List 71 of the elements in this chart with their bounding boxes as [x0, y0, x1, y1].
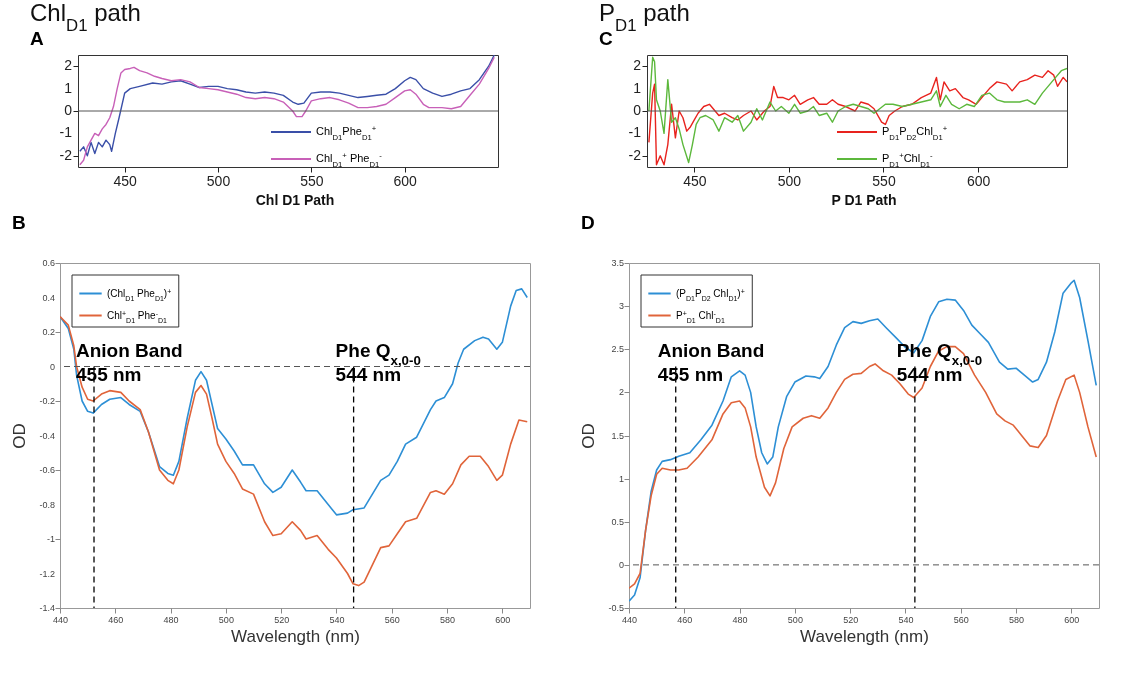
y-tick-label: -0.8: [39, 499, 55, 510]
chart-title: Chl D1 Path: [255, 192, 335, 208]
y-tick-label: 2: [64, 57, 73, 74]
y-tick-label: 0: [618, 559, 624, 570]
x-tick-label: 480: [732, 614, 748, 625]
x-tick-label: 450: [683, 172, 707, 189]
x-axis-title: Wavelength (nm): [800, 626, 929, 646]
y-tick-label: 0.2: [42, 327, 55, 337]
x-tick-label: 580: [440, 614, 456, 625]
y-tick-label: 0.6: [42, 258, 55, 268]
y-tick-label: 2: [618, 387, 624, 398]
y-tick-label: 3.5: [611, 258, 624, 268]
ref-line-label: Anion Band 455 nm: [657, 339, 765, 385]
x-tick-label: 460: [677, 614, 693, 625]
line-series: [629, 345, 1098, 589]
y-tick-label: -0.6: [39, 465, 55, 475]
chart-title: P D1 Path: [831, 192, 897, 208]
y-tick-label: -1: [46, 534, 55, 544]
x-tick-label: 540: [898, 614, 914, 625]
y-tick-label: 1: [633, 79, 642, 96]
x-tick-label: 600: [966, 172, 991, 189]
x-tick-label: 600: [495, 614, 511, 625]
y-tick-label: -1: [59, 124, 73, 141]
x-tick-label: 580: [1009, 614, 1025, 625]
x-axis-title: Wavelength (nm): [231, 626, 360, 646]
y-tick-label: 1: [618, 473, 624, 484]
y-axis-title: OD: [579, 423, 598, 449]
y-tick-label: 2.5: [611, 344, 624, 355]
x-tick-label: 500: [206, 172, 231, 189]
y-tick-label: 0: [64, 102, 73, 118]
y-tick-label: -0.5: [608, 603, 624, 613]
x-tick-label: 440: [621, 614, 638, 625]
y-tick-label: 1: [64, 79, 73, 96]
x-tick-label: 550: [872, 172, 896, 189]
ref-line-label: Phe Q$_{x,0-0}$ 544 nm: [335, 339, 421, 385]
y-tick-label: 3: [618, 301, 624, 312]
x-tick-label: 500: [787, 614, 803, 625]
legend-label: (Chl$_{D1}$ Phe$_{D1}$)$^{+}$: [107, 287, 172, 301]
x-tick-label: 450: [113, 172, 138, 189]
x-tick-label: 560: [953, 614, 969, 625]
text: B: [12, 212, 26, 233]
x-tick-label: 500: [218, 614, 234, 625]
line-series: [629, 279, 1098, 602]
x-tick-label: 550: [300, 172, 324, 189]
y-tick-label: -1.2: [39, 568, 55, 579]
y-tick-label: -1.4: [39, 603, 55, 613]
y-tick-label: -1: [628, 124, 642, 141]
y-tick-label: 2: [633, 57, 642, 74]
y-tick-label: -2: [59, 146, 73, 163]
x-tick-label: 600: [393, 172, 418, 189]
y-tick-label: 0: [49, 361, 55, 372]
y-tick-label: -0.2: [39, 396, 55, 406]
x-tick-label: 560: [384, 614, 400, 625]
x-tick-label: 520: [843, 614, 859, 625]
y-axis-title: OD: [10, 423, 29, 449]
x-tick-label: 460: [108, 614, 124, 625]
y-tick-label: -0.4: [39, 430, 55, 441]
x-tick-label: 480: [163, 614, 179, 625]
x-tick-label: 600: [1064, 614, 1080, 625]
x-tick-label: 540: [329, 614, 345, 625]
legend-label: (P$_{D1}$P$_{D2}$ Chl$_{D1}$)$^{+}$: [676, 287, 745, 301]
line-series: [60, 288, 529, 516]
y-tick-label: 0: [633, 102, 642, 118]
y-tick-label: 0.5: [611, 516, 624, 527]
x-tick-label: 440: [52, 614, 69, 625]
text: D: [581, 212, 595, 233]
y-tick-label: 0.4: [42, 292, 55, 303]
x-tick-label: 500: [777, 172, 802, 189]
y-tick-label: 1.5: [611, 430, 624, 441]
x-tick-label: 520: [274, 614, 290, 625]
y-tick-label: -2: [628, 146, 642, 163]
